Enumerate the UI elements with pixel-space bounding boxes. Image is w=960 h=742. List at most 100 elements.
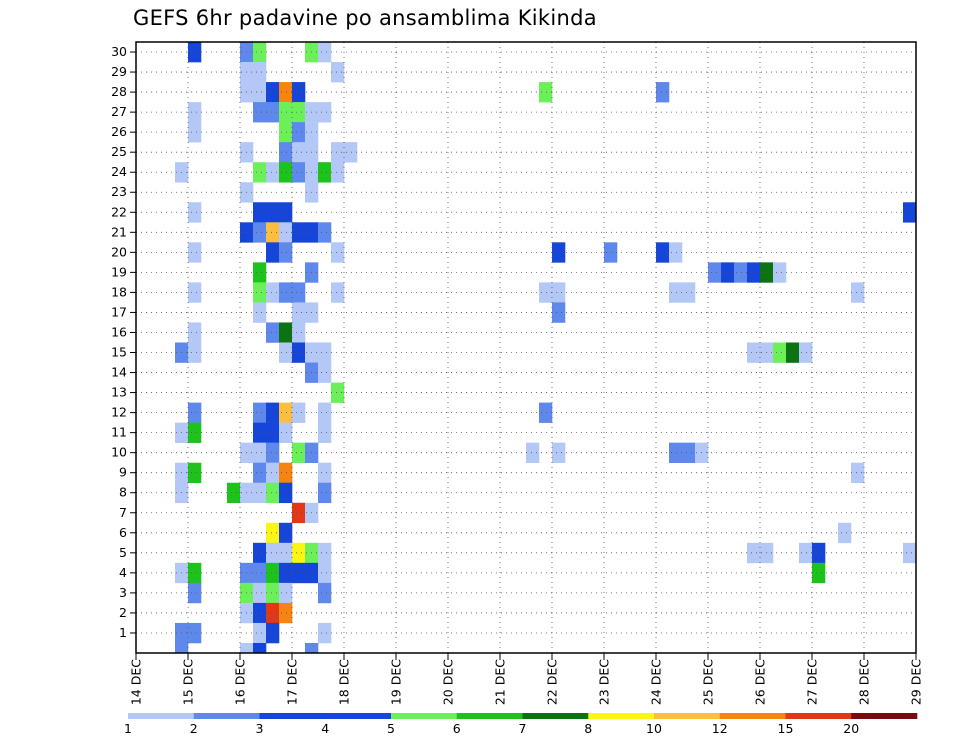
heatmap-cell [331,242,345,263]
x-tick-label: 19 DEC [389,659,404,705]
heatmap-cell [188,582,202,604]
heatmap-cell [266,242,280,263]
grid-lines [136,42,916,653]
x-tick-label: 16 DEC [233,659,248,705]
y-tick-label: 1 [119,625,127,640]
heatmap-cell [331,62,345,83]
heatmap-cell [279,402,293,423]
heatmap-cell [318,402,332,423]
heatmap-cell [552,442,566,463]
heatmap-cell [279,542,293,564]
heatmap-cell [266,582,280,604]
heatmap-cell [318,362,332,383]
heatmap-cell [279,142,293,163]
heatmap-cell [266,522,280,544]
heatmap-cell [266,602,280,624]
colorbar-label: 6 [453,721,461,736]
heatmap-cell [253,462,267,484]
heatmap-cell [253,302,267,323]
y-tick-label: 21 [111,224,127,239]
x-tick-label: 26 DEC [753,659,768,705]
heatmap-cell [266,162,280,183]
heatmap-cell [227,482,241,504]
heatmap-cell [331,162,345,183]
heatmap-cell [292,442,306,463]
heatmap-cell [318,482,332,504]
heatmap-cell [747,342,761,363]
heatmap-cell [188,42,202,63]
colorbar-swatch [588,713,655,719]
colorbar-swatch [456,713,523,719]
heatmap-cell [253,582,267,604]
heatmap-cell [851,282,865,303]
heatmap-cell [188,422,202,443]
x-axis: 14 DEC 15 DEC 16 DEC 17 DEC 18 DEC 19 DEC 20 D… [129,653,924,705]
heatmap-cell [253,42,267,63]
heatmap-cell [292,282,306,303]
heatmap-cell [838,522,852,544]
heatmap-cell [279,562,293,584]
heatmap-cell [604,242,618,263]
plot-frame [135,41,917,654]
colorbar-swatch [785,713,852,719]
heatmap-cell [253,622,267,644]
y-tick-label: 6 [119,525,127,540]
x-tick-label: 29 DEC [909,659,924,705]
heatmap-cell [279,202,293,223]
heatmap-cell [253,282,267,303]
heatmap-cell [552,302,566,323]
heatmap-cell [305,642,319,654]
colorbar-swatch [522,713,589,719]
heatmap-cell [188,342,202,363]
y-tick-label: 11 [111,425,127,440]
heatmap-cell [266,102,280,123]
heatmap-cell [279,462,293,484]
heatmap-cell [266,222,280,243]
y-tick-label: 23 [111,184,127,199]
heatmap-cell [539,282,553,303]
heatmap-cell [253,162,267,183]
heatmap-cell [253,62,267,83]
heatmap-cell [292,142,306,163]
colorbar-swatch [851,713,918,719]
colorbar-label: 1 [124,721,132,736]
heatmap-cells [175,42,917,654]
heatmap-cell [318,562,332,584]
colorbar-swatch [128,713,195,719]
heatmap-cell [266,202,280,223]
colorbar-swatch [193,713,260,719]
heatmap-cell [266,422,280,443]
y-tick-label: 29 [111,64,127,79]
heatmap-cell [279,102,293,123]
heatmap-cell [331,142,345,163]
heatmap-cell [188,102,202,123]
y-axis: 1234567891011121314151617181920212223242… [111,44,136,640]
colorbar-swatch [259,713,326,719]
heatmap-cell [708,262,722,283]
heatmap-cell [539,402,553,423]
x-tick-label: 20 DEC [441,659,456,705]
x-tick-label: 22 DEC [545,659,560,705]
heatmap-cell [253,262,267,283]
heatmap-cell [552,242,566,263]
heatmap-cell [773,262,787,283]
heatmap-cell [279,322,293,343]
y-tick-label: 13 [111,385,127,400]
y-tick-label: 12 [111,405,127,420]
heatmap-cell [292,122,306,143]
heatmap-cell [292,562,306,584]
heatmap-cell [188,562,202,584]
heatmap-cell [318,342,332,363]
y-tick-label: 7 [119,505,127,520]
heatmap-cell [292,502,306,524]
y-tick-label: 2 [119,605,127,620]
heatmap-cell [279,222,293,243]
colorbar-label: 3 [256,721,264,736]
heatmap-cell [318,102,332,123]
y-tick-label: 18 [111,284,127,299]
heatmap-cell [318,622,332,644]
colorbar-label: 15 [778,721,794,736]
heatmap-cell [812,542,826,564]
heatmap-cell [279,422,293,443]
